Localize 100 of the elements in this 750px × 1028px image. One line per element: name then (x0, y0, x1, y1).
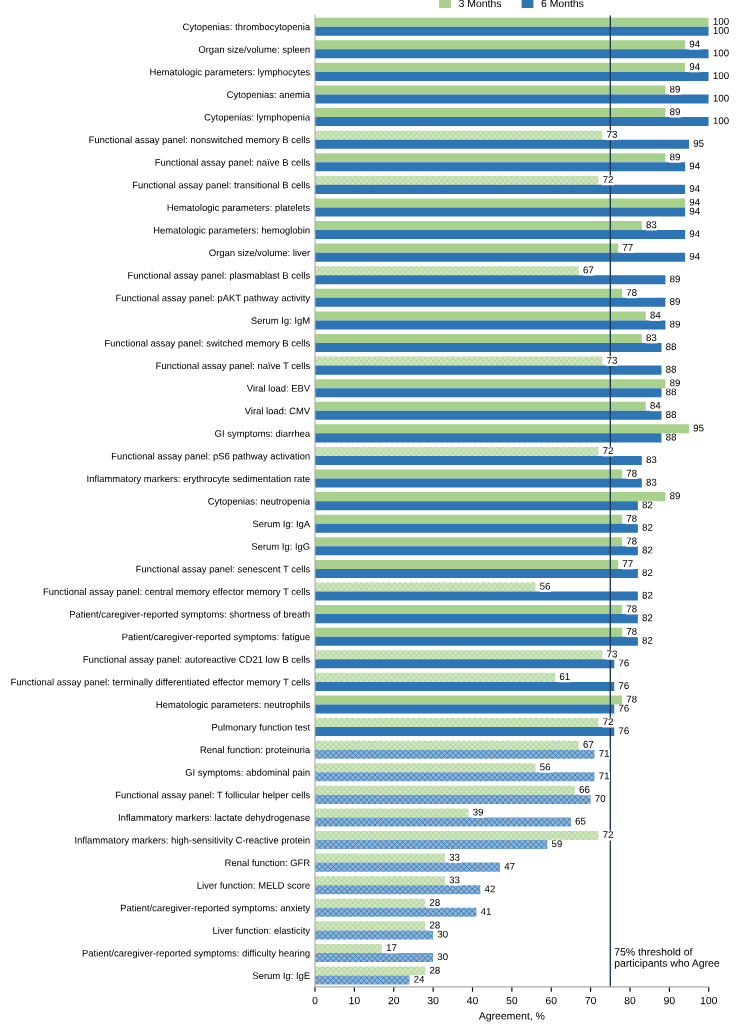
y-tick-label: Hematologic parameters: neutrophils (156, 701, 310, 710)
data-label: 89 (670, 298, 680, 305)
bar (315, 763, 536, 773)
data-label: 67 (583, 740, 594, 748)
bar (315, 830, 599, 841)
y-tick-label: Inflammatory markers: lactate dehydrogenase (118, 814, 310, 823)
bar (315, 433, 662, 443)
y-tick-label: Renal function: GFR (225, 859, 310, 867)
x-tick-label: 50 (506, 996, 518, 1005)
data-label: 39 (473, 808, 484, 816)
data-label: 73 (607, 130, 617, 138)
data-label: 76 (618, 682, 629, 690)
data-label: 82 (642, 546, 653, 554)
bar (315, 455, 642, 465)
data-label: 78 (626, 627, 637, 635)
bar (315, 614, 638, 624)
data-label: 94 (689, 252, 700, 260)
bar (315, 153, 666, 163)
bar (315, 659, 615, 669)
y-tick-label: Functional assay panel: switched memory B cells (105, 339, 310, 349)
data-label: 61 (559, 673, 570, 680)
data-label: 72 (603, 718, 613, 726)
data-label: 70 (595, 795, 606, 802)
data-label: 89 (670, 492, 680, 500)
data-label: 82 (642, 501, 653, 509)
data-label: 72 (603, 176, 613, 183)
bar (315, 297, 666, 307)
bar (315, 333, 642, 344)
data-label: 84 (650, 401, 661, 409)
y-tick-label: Functional assay panel: transitional B cells (132, 181, 310, 191)
data-label: 76 (618, 659, 629, 667)
bar (315, 898, 426, 908)
y-tick-label: Functional assay panel: naïve T cells (156, 362, 310, 371)
y-tick-label: Liver function: elasticity (213, 926, 311, 936)
bar (315, 446, 599, 456)
data-label: 41 (480, 908, 491, 915)
bar (315, 718, 599, 728)
y-tick-label: Functional assay panel: pAKT pathway activity (116, 294, 311, 304)
data-label: 76 (618, 704, 629, 712)
y-tick-label: Cytopenias: lymphopenia (204, 113, 311, 123)
bar (315, 379, 666, 389)
y-tick-label: Functional assay panel: nonswitched memory B cells (89, 136, 310, 146)
bar (315, 62, 686, 72)
bar (315, 266, 579, 276)
bar (315, 207, 686, 217)
data-label: 78 (626, 514, 637, 522)
bar (315, 862, 501, 872)
bar (315, 514, 623, 524)
data-label: 28 (429, 966, 440, 974)
data-label: 28 (429, 921, 440, 929)
bar (315, 424, 690, 434)
bar (315, 704, 615, 714)
y-tick-label: Viral load: EBV (246, 384, 311, 392)
data-label: 42 (484, 885, 495, 893)
bar (315, 537, 623, 547)
data-label: 78 (626, 695, 637, 703)
data-label: 82 (642, 523, 653, 531)
bar (315, 492, 666, 502)
bar (315, 410, 662, 420)
bar (315, 94, 709, 104)
data-label: 28 (429, 899, 440, 906)
data-label: 78 (626, 605, 637, 613)
data-label: 94 (689, 185, 700, 192)
data-label: 82 (642, 636, 653, 644)
legend-label: 6 Months (541, 0, 584, 8)
y-tick-label: Patient/caregiver-reported symptoms: anxiety (120, 904, 311, 914)
data-label: 30 (437, 930, 448, 938)
data-label: 84 (650, 311, 661, 319)
bar (315, 17, 709, 27)
bar (315, 681, 615, 691)
bar (315, 749, 595, 759)
y-tick-label: Functional assay panel: plasmablast B cells (128, 271, 310, 281)
bar (315, 401, 646, 411)
bar (315, 198, 686, 208)
bar (315, 772, 595, 782)
bar (315, 636, 638, 646)
data-label: 17 (386, 944, 397, 951)
y-tick-label: Serum Ig: IgG (251, 543, 310, 552)
y-tick-label: Functional assay panel: terminally differentiated effector memory T cells (11, 678, 310, 688)
y-tick-label: Inflammatory markers: erythrocyte sedimentation rate (87, 475, 310, 484)
data-label: 89 (670, 379, 680, 387)
data-label: 71 (599, 750, 610, 757)
data-label: 78 (626, 537, 637, 545)
bar (315, 85, 666, 95)
bar (315, 650, 603, 660)
bar (315, 252, 686, 262)
bar (315, 356, 603, 366)
bar (315, 943, 382, 953)
y-tick-label: Hematologic parameters: lymphocytes (150, 68, 310, 78)
bar (315, 71, 709, 81)
data-label: 33 (449, 853, 460, 861)
y-tick-label: Pulmonary function test (212, 723, 311, 733)
data-label: 94 (689, 40, 700, 48)
y-tick-label: Functional assay panel: naïve B cells (155, 158, 310, 168)
bar (315, 907, 477, 917)
bar (315, 817, 571, 827)
bar (315, 343, 662, 353)
bar (315, 230, 686, 240)
ref-line-label: 75% threshold of participants who Agree (614, 947, 720, 969)
data-label: 88 (666, 411, 677, 418)
